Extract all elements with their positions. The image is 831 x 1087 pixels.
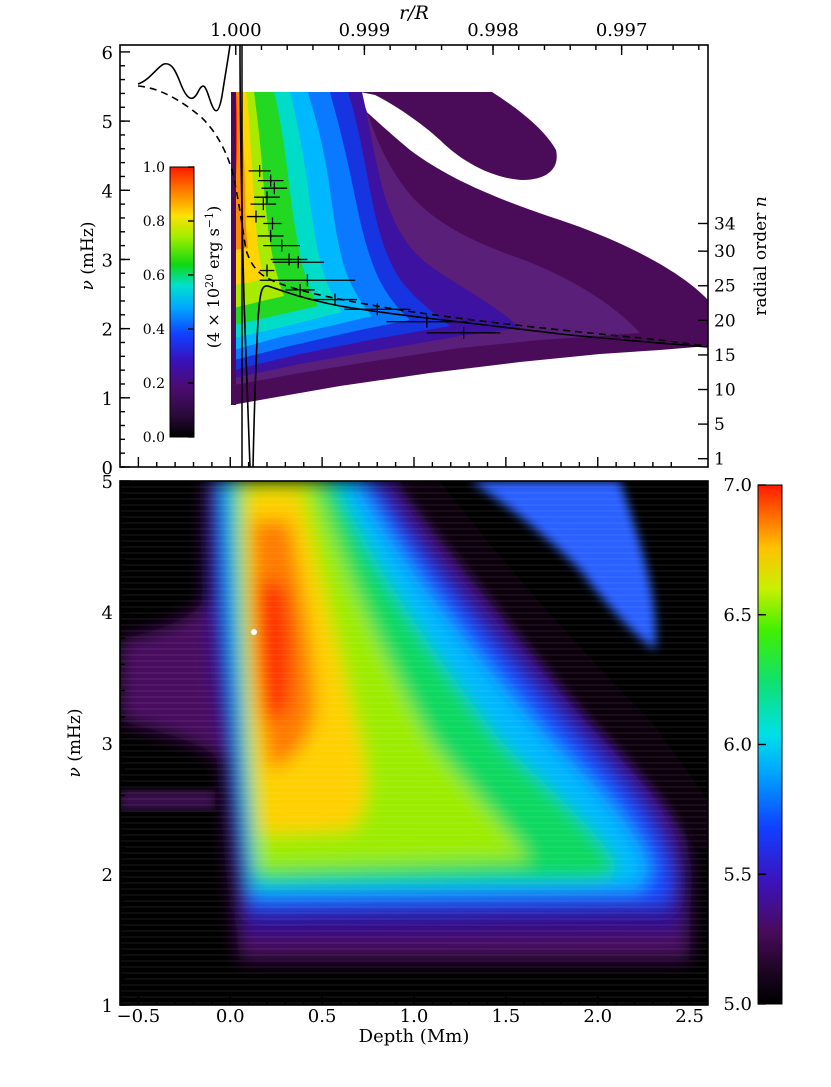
bottom-axes: −0.5 0.0 0.5 1.0 1.5 2.0 2.5 1 2 3 4 5 xyxy=(102,472,704,1027)
bottom-y-tick-label: 5 xyxy=(102,472,113,493)
measurement-point xyxy=(257,174,284,187)
top-y-label: ν (mHz) xyxy=(78,222,98,291)
model-curves xyxy=(137,45,708,467)
bottom-cb-tick-label: 6.5 xyxy=(723,605,752,626)
contour-field xyxy=(231,92,708,405)
bottom-y-tick-label: 1 xyxy=(102,996,113,1017)
top-n-tick-label: 1 xyxy=(714,450,725,470)
top-rr-tick-label: 1.000 xyxy=(210,20,262,41)
measurement-point xyxy=(259,274,356,287)
measurement-point xyxy=(263,217,282,230)
bottom-x-tick-label: 2.0 xyxy=(583,1006,612,1027)
bottom-x-tick-label: 0.0 xyxy=(216,1006,245,1027)
solid-curve xyxy=(137,45,708,467)
bottom-cb-tick-label: 6.0 xyxy=(723,735,752,756)
top-cb-tick-label: 0.2 xyxy=(143,376,165,392)
bottom-panel: −0.5 0.0 0.5 1.0 1.5 2.0 2.5 1 2 3 4 5 Depth (Mm) ν… xyxy=(65,472,783,1047)
measurement-point xyxy=(344,303,411,316)
dashed-curve xyxy=(137,85,708,347)
top-n-tick-label: 20 xyxy=(714,311,736,331)
measurement-point xyxy=(254,191,280,204)
bottom-x-tick-label: −0.5 xyxy=(117,1006,161,1027)
hot-spot xyxy=(251,629,257,635)
top-cb-tick-label: 0.0 xyxy=(143,430,165,446)
contour-upper-lobe xyxy=(360,92,557,180)
bottom-colorbar: 5.0 5.5 6.0 6.5 7.0 xyxy=(723,475,783,1015)
top-y-tick-label: 0 xyxy=(102,458,113,479)
top-y-tick-label: 6 xyxy=(102,43,113,64)
top-colorbar-ticks: 0.0 0.2 0.4 0.6 0.8 1.0 xyxy=(143,160,194,446)
top-rr-tick-label: 0.998 xyxy=(467,20,519,41)
bottom-x-tick-label: 1.5 xyxy=(492,1006,521,1027)
measurement-point xyxy=(261,182,288,195)
top-y-tick-label: 5 xyxy=(102,112,113,133)
heatmap xyxy=(120,481,708,1005)
top-colorbar-label: (4 × 1020 erg s−1) xyxy=(203,206,223,349)
top-cb-tick-label: 0.8 xyxy=(143,214,165,230)
measurement-point xyxy=(259,264,275,277)
bottom-colorbar-ticks: 5.0 5.5 6.0 6.5 7.0 xyxy=(723,475,766,1015)
bottom-cb-tick-label: 5.0 xyxy=(723,994,752,1015)
measurement-point xyxy=(257,229,284,242)
measurement-point xyxy=(285,283,315,296)
top-n-tick-label: 34 xyxy=(714,214,736,234)
top-x-label: r/R xyxy=(399,2,429,24)
top-cb-tick-label: 1.0 xyxy=(143,160,165,176)
bottom-cb-tick-label: 5.5 xyxy=(723,864,752,885)
bottom-y-tick-label: 2 xyxy=(102,865,113,886)
top-rr-tick-label: 0.999 xyxy=(339,20,391,41)
bottom-y-tick-label: 3 xyxy=(102,734,113,755)
bottom-x-tick-label: 1.0 xyxy=(400,1006,429,1027)
top-panel: 0.0 0.2 0.4 0.6 0.8 1.0 (4 × 1020 erg s−1) 0 1… xyxy=(78,2,771,479)
top-cb-tick-label: 0.4 xyxy=(143,322,165,338)
measurement-points xyxy=(246,164,501,339)
top-n-tick-label: 10 xyxy=(714,381,736,401)
contour-tail xyxy=(231,92,236,405)
measurement-point xyxy=(426,326,501,339)
top-colorbar-gradient xyxy=(169,166,195,438)
measurement-point xyxy=(386,315,468,328)
bottom-x-tick-label: 2.5 xyxy=(675,1006,704,1027)
bottom-x-tick-label: 0.5 xyxy=(308,1006,337,1027)
measurement-point xyxy=(246,210,266,223)
top-y-tick-label: 2 xyxy=(102,320,113,341)
measurement-point xyxy=(312,293,358,306)
top-n-tick-label: 15 xyxy=(714,346,736,366)
bottom-y-tick-label: 4 xyxy=(102,603,113,624)
measurement-point xyxy=(272,256,324,269)
top-n-tick-label: 5 xyxy=(714,415,725,435)
top-right-label: radial order n xyxy=(751,196,771,315)
top-n-tick-label: 30 xyxy=(714,242,736,262)
top-cb-tick-label: 0.6 xyxy=(143,268,165,284)
top-y-tick-label: 1 xyxy=(102,389,113,410)
bottom-x-label: Depth (Mm) xyxy=(359,1026,470,1047)
measurement-point xyxy=(250,198,277,211)
measurement-point xyxy=(270,253,308,266)
top-y-tick-label: 3 xyxy=(102,250,113,271)
bottom-cb-tick-label: 7.0 xyxy=(723,475,752,496)
top-n-tick-label: 25 xyxy=(714,277,736,297)
measurement-point xyxy=(248,164,271,177)
top-rr-tick-label: 0.997 xyxy=(596,20,648,41)
top-y-tick-label: 4 xyxy=(102,181,113,202)
contour-gap xyxy=(372,105,500,192)
measurement-point xyxy=(263,239,301,252)
bottom-y-label: ν (mHz) xyxy=(65,709,85,778)
top-colorbar: 0.0 0.2 0.4 0.6 0.8 1.0 (4 × 1020 erg s−1) xyxy=(143,160,223,446)
